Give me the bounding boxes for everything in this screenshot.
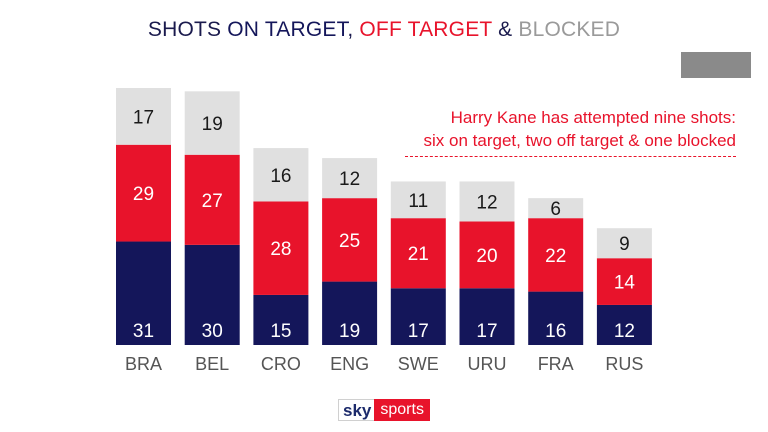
label-blocked-bra: 17 [133, 107, 154, 128]
logo-sports: sports [374, 399, 430, 421]
bar-on_target-bra [116, 241, 171, 345]
label-blocked-swe: 11 [408, 191, 428, 212]
title-part-shots: SHOTS [147, 18, 228, 41]
label-off_target-rus: 14 [614, 273, 636, 294]
x-tick-swe: SWE [398, 354, 439, 374]
label-off_target-fra: 22 [545, 246, 566, 267]
label-blocked-bel: 19 [202, 114, 223, 135]
bar-blocked-eng [322, 158, 378, 199]
bar-on_target-rus [596, 304, 652, 345]
chart-title: SHOTS ON TARGET, OFF TARGET & BLOCKED [0, 18, 768, 42]
label-blocked-fra: 6 [550, 199, 561, 220]
sky-sports-logo: sky sports [338, 399, 430, 421]
label-on_target-fra: 16 [545, 321, 566, 342]
bar-on_target-uru [459, 288, 515, 345]
annotation-line-1: Harry Kane has attempted nine shots: [450, 108, 736, 127]
bar-off_target-bel [184, 154, 240, 245]
logo-sky: sky [338, 399, 375, 421]
placeholder-box [681, 52, 751, 78]
annotation: Harry Kane has attempted nine shots: six… [424, 106, 736, 152]
label-on_target-uru: 17 [476, 321, 497, 342]
label-blocked-uru: 12 [476, 192, 497, 213]
bar-off_target-fra [528, 218, 584, 292]
bar-blocked-rus [596, 228, 652, 259]
bar-off_target-rus [596, 258, 652, 305]
label-on_target-bel: 30 [202, 321, 223, 342]
x-tick-bel: BEL [195, 354, 229, 374]
x-tick-cro: CRO [261, 354, 301, 374]
title-part-blocked: BLOCKED [518, 18, 621, 41]
x-tick-fra: FRA [538, 354, 574, 374]
label-on_target-swe: 17 [408, 321, 429, 342]
label-off_target-bra: 29 [133, 184, 154, 205]
bar-blocked-uru [459, 181, 515, 222]
bar-off_target-swe [390, 218, 446, 289]
label-blocked-cro: 16 [270, 166, 291, 187]
bar-on_target-fra [528, 291, 584, 345]
label-on_target-cro: 15 [270, 321, 291, 342]
bar-off_target-eng [322, 198, 378, 282]
label-blocked-rus: 9 [619, 234, 630, 255]
bar-blocked-bel [184, 91, 240, 155]
title-part-ampersand: & [492, 18, 519, 41]
label-on_target-rus: 12 [614, 321, 635, 342]
x-tick-eng: ENG [330, 354, 369, 374]
bar-off_target-uru [459, 221, 515, 289]
x-tick-bra: BRA [125, 354, 162, 374]
title-part-comma: , [347, 18, 360, 41]
bar-on_target-bel [184, 244, 240, 345]
bar-off_target-bra [116, 144, 171, 242]
bar-on_target-eng [322, 281, 378, 345]
annotation-dashed-rule [405, 156, 736, 157]
title-part-off-target: OFF TARGET [359, 18, 493, 41]
label-blocked-eng: 12 [339, 169, 360, 190]
label-on_target-bra: 31 [133, 321, 154, 342]
label-off_target-eng: 25 [339, 231, 360, 252]
title-part-on-target: ON TARGET [227, 18, 348, 41]
bar-blocked-swe [390, 181, 446, 219]
bar-blocked-fra [528, 198, 584, 219]
x-tick-uru: URU [468, 354, 507, 374]
annotation-line-2: six on target, two off target & one bloc… [423, 131, 736, 150]
label-off_target-uru: 20 [476, 246, 497, 267]
bar-on_target-cro [253, 294, 309, 345]
label-on_target-eng: 19 [339, 321, 360, 342]
bar-off_target-cro [253, 201, 309, 295]
label-off_target-cro: 28 [270, 239, 291, 260]
label-off_target-bel: 27 [202, 191, 223, 212]
label-off_target-swe: 21 [408, 244, 429, 265]
bar-on_target-swe [390, 288, 446, 345]
bar-blocked-cro [253, 148, 309, 202]
x-tick-rus: RUS [605, 354, 643, 374]
bar-blocked-bra [116, 88, 171, 145]
